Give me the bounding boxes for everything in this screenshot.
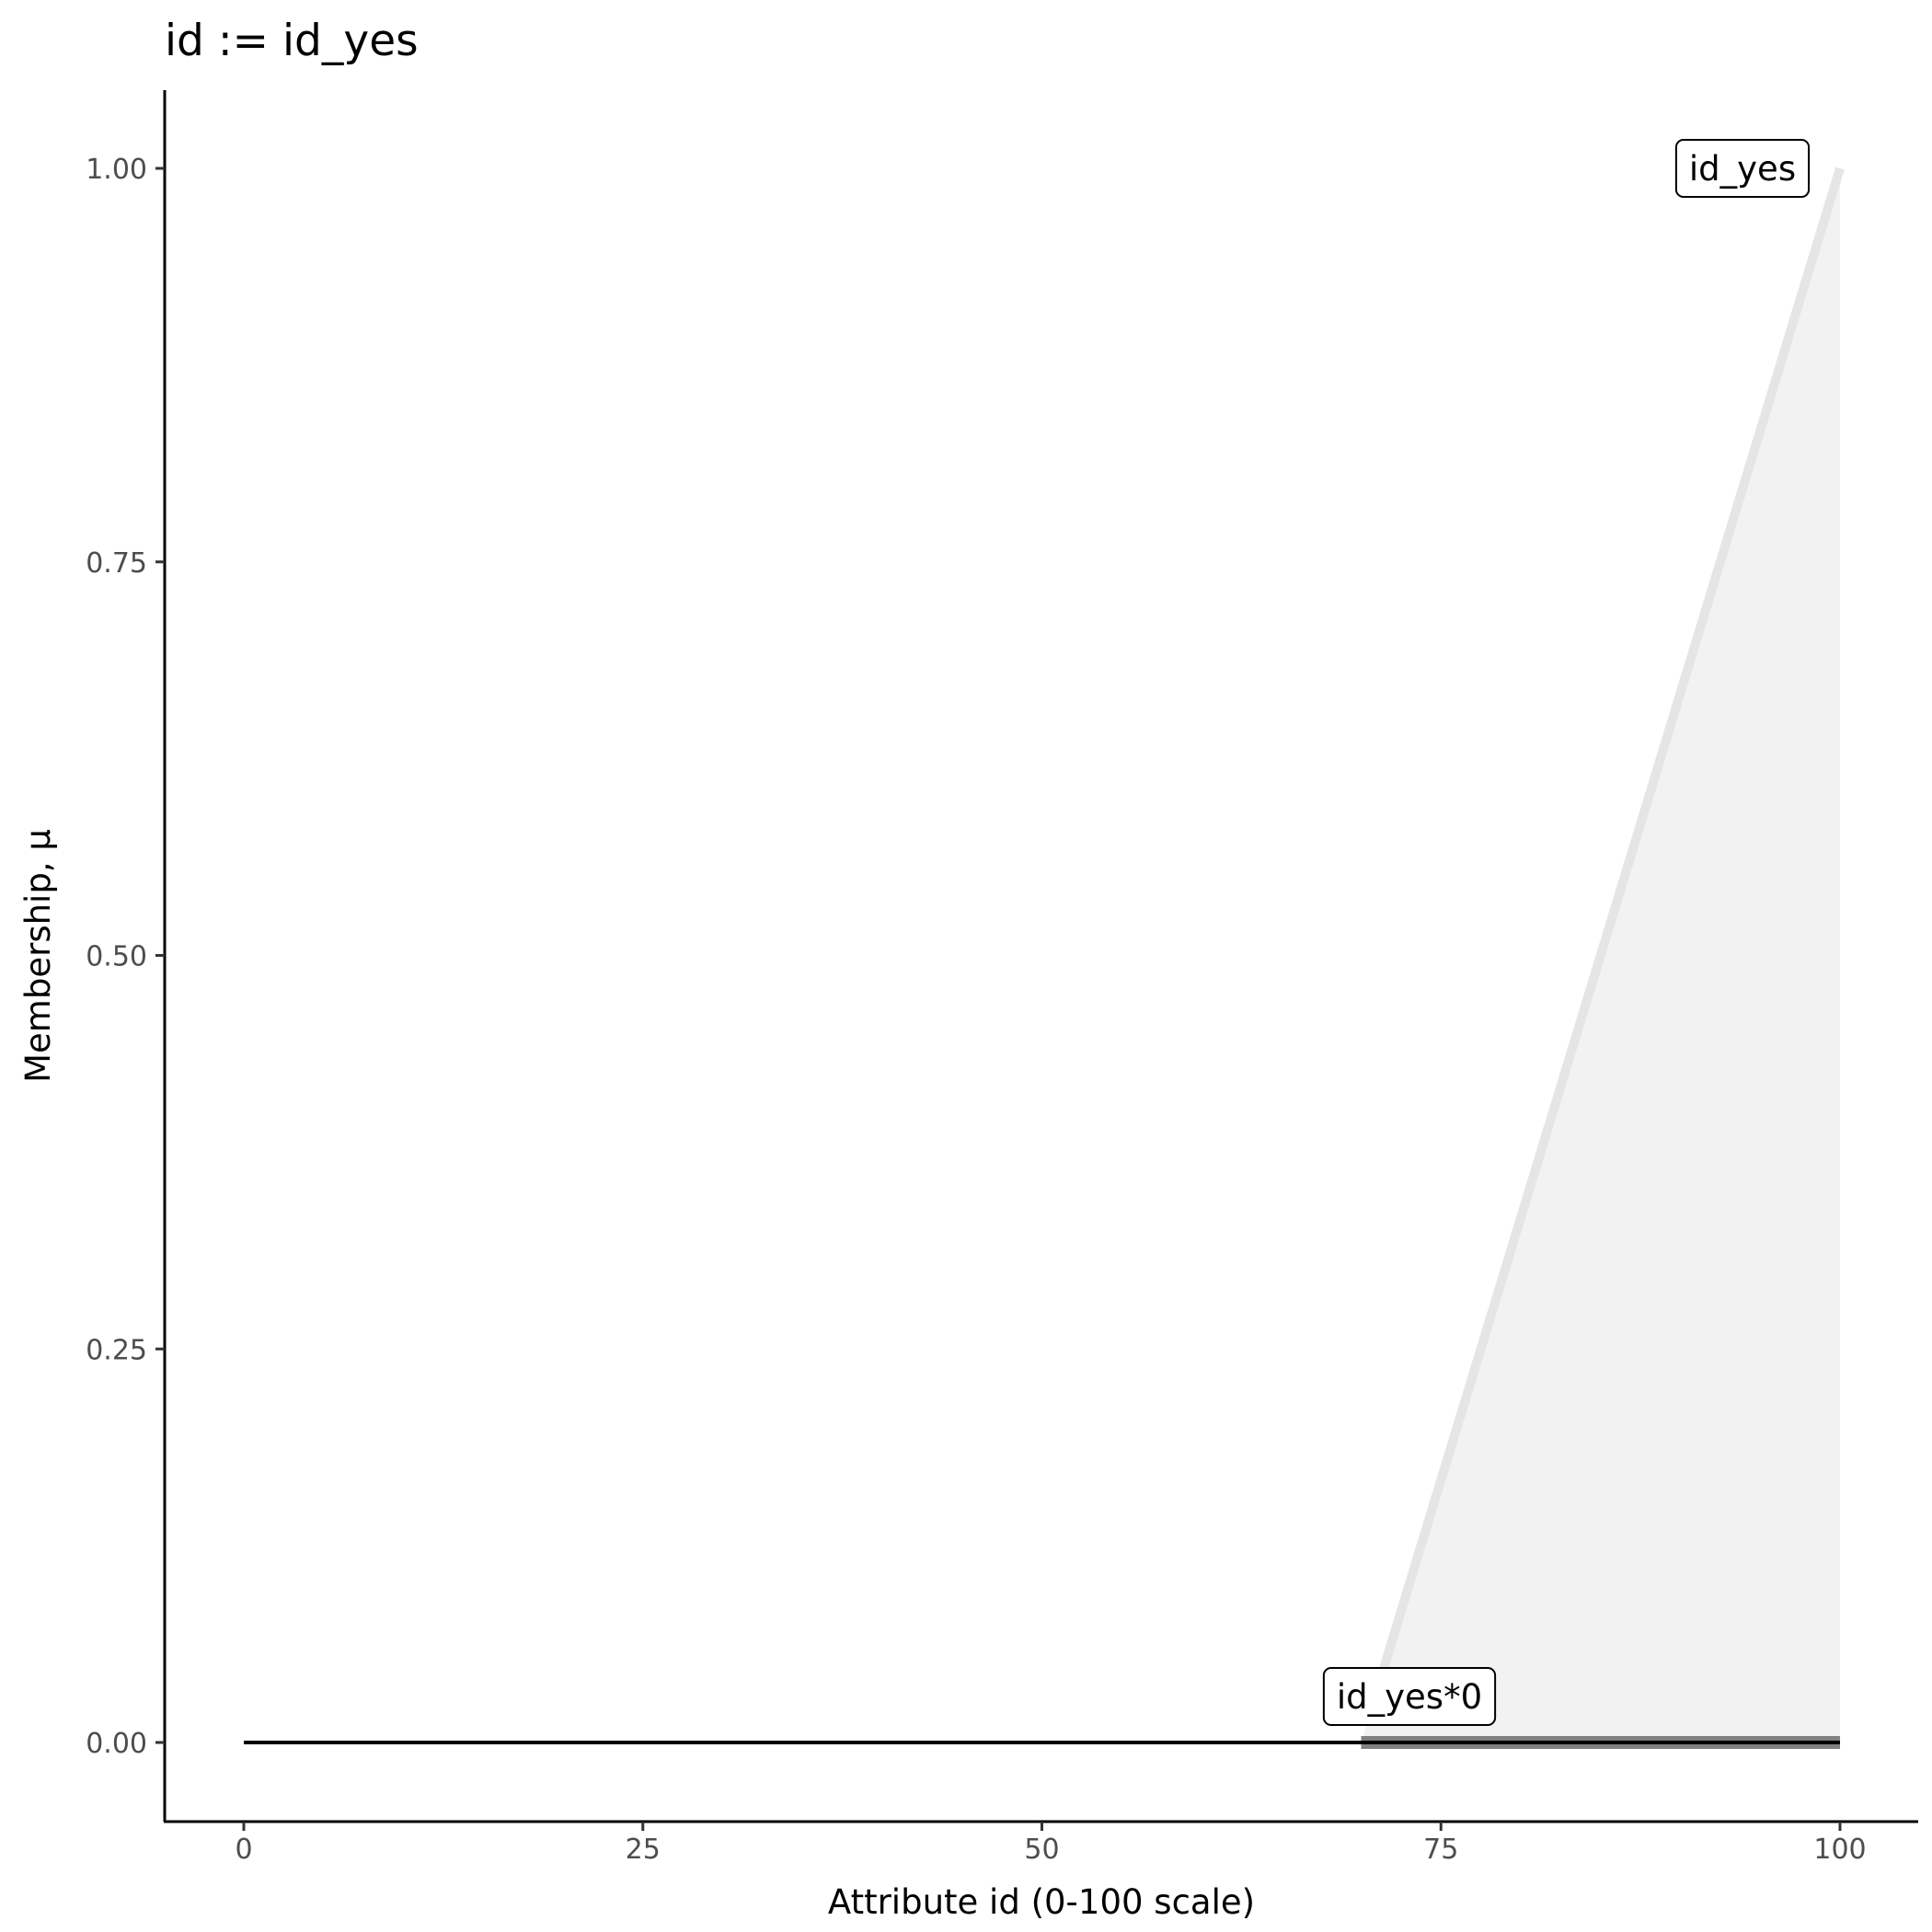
x-tick-label: 100 <box>1813 1834 1866 1866</box>
id-yes-line <box>1375 167 1845 1682</box>
x-tick-label: 25 <box>626 1834 661 1866</box>
y-tick-label: 0.00 <box>86 1728 147 1760</box>
id-yes-times-zero-label: id_yes*0 <box>1322 1667 1497 1726</box>
id-yes-times-zero-label-text: id_yes*0 <box>1337 1677 1482 1717</box>
id-yes-label-text: id_yes <box>1689 149 1796 189</box>
x-tick-label: 0 <box>235 1834 252 1866</box>
id-yes-label-box <box>1674 139 1811 198</box>
x-tick-label: 50 <box>1024 1834 1059 1866</box>
id-yes-label: id_yes <box>1674 139 1811 198</box>
y-axis-label: Membership, μ <box>18 829 58 1083</box>
y-tick-label: 0.75 <box>86 547 147 580</box>
y-tick-label: 0.25 <box>86 1334 147 1366</box>
y-tick-label: 1.00 <box>86 154 147 186</box>
x-tick-label: 75 <box>1423 1834 1458 1866</box>
id-yes-times-zero-label-box <box>1322 1667 1497 1726</box>
chart-title: id := id_yes <box>165 16 419 66</box>
x-axis-label: Attribute id (0-100 scale) <box>828 1882 1255 1922</box>
y-tick-label: 0.50 <box>86 941 147 973</box>
